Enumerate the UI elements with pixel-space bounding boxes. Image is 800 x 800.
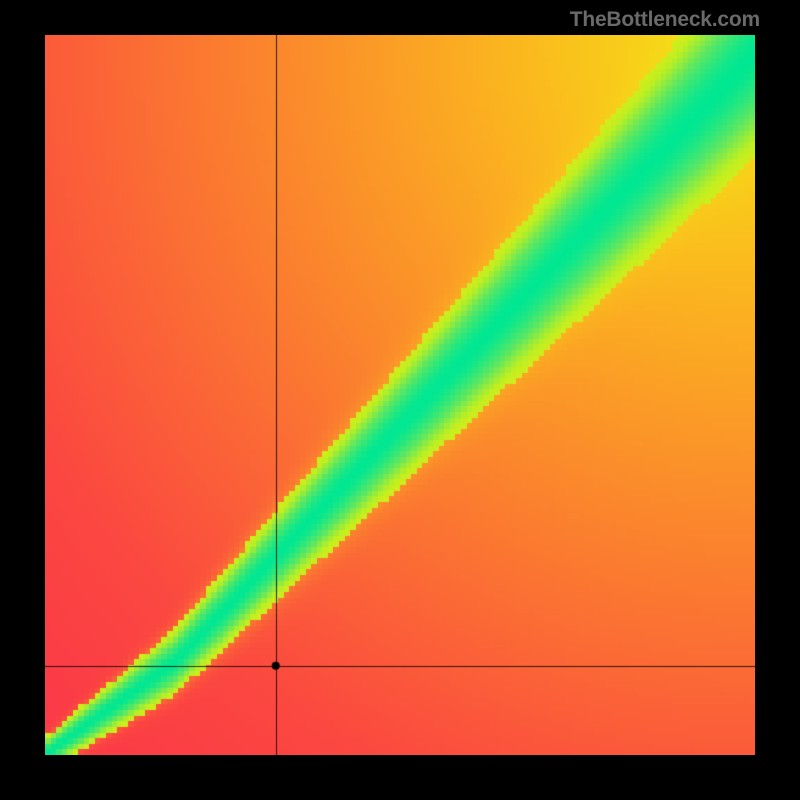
watermark-text: TheBottleneck.com xyxy=(570,8,760,32)
figure-container: TheBottleneck.com xyxy=(0,0,800,800)
plot-area xyxy=(45,35,755,755)
